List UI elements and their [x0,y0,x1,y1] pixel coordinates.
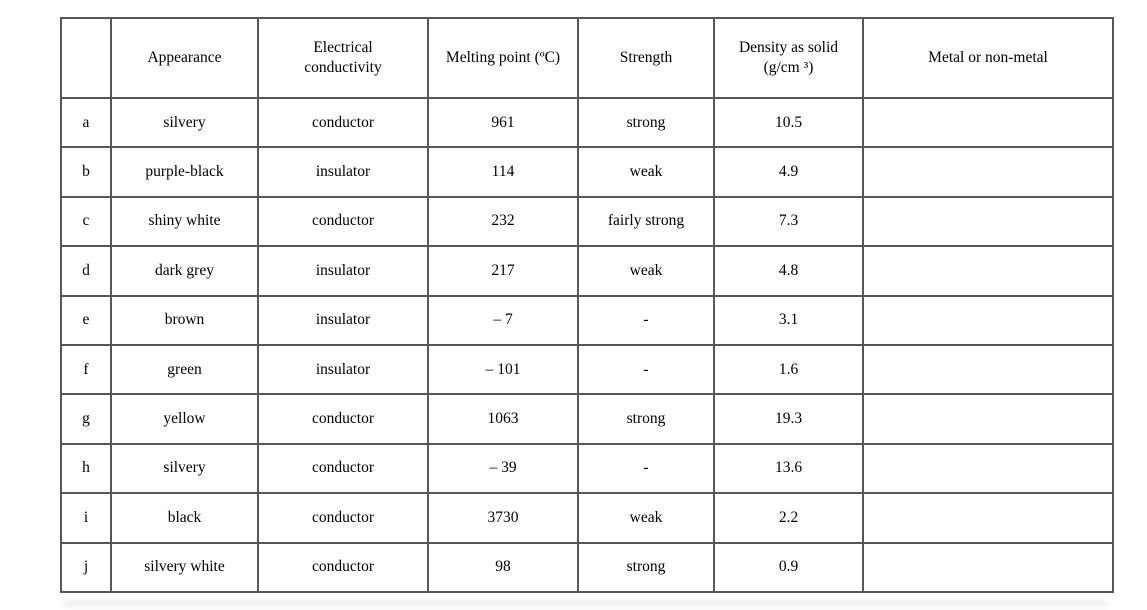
appearance-cell: green [110,343,259,396]
strength-cell: - [577,343,715,396]
strength-cell: weak [577,146,715,198]
appearance-cell: black [110,492,259,544]
table-row: g yellow conductor 1063 strong 19.3 [60,393,1114,445]
strength-cell: - [577,294,715,346]
metal-answer-cell [862,343,1114,396]
row-letter: d [60,245,112,297]
conductivity-cell: insulator [257,294,429,346]
strength-cell: strong [577,96,715,149]
header-melting-point: Melting point (ºC) [427,17,579,99]
density-cell: 7.3 [713,195,864,248]
metal-answer-cell [862,294,1114,346]
conductivity-cell: insulator [257,343,429,396]
row-letter: j [60,541,112,594]
strength-cell: weak [577,492,715,544]
appearance-cell: purple-black [110,146,259,198]
density-cell: 19.3 [713,393,864,445]
conductivity-cell: conductor [257,393,429,445]
header-blank [60,17,112,99]
table-row: b purple-black insulator 114 weak 4.9 [60,146,1114,198]
melting-point-cell: 1063 [427,393,579,445]
metal-answer-cell [862,146,1114,198]
table-header-row: Appearance Electrical conductivity Melti… [60,17,1114,99]
melting-point-cell: – 7 [427,294,579,346]
conductivity-cell: insulator [257,245,429,297]
density-cell: 13.6 [713,442,864,495]
appearance-cell: shiny white [110,195,259,248]
strength-cell: - [577,442,715,495]
appearance-cell: brown [110,294,259,346]
table-row: i black conductor 3730 weak 2.2 [60,492,1114,544]
density-cell: 3.1 [713,294,864,346]
melting-point-cell: 98 [427,541,579,594]
table-row: e brown insulator – 7 - 3.1 [60,294,1114,346]
strength-cell: strong [577,393,715,445]
metal-answer-cell [862,96,1114,149]
row-letter: a [60,96,112,149]
metal-answer-cell [862,541,1114,594]
conductivity-cell: conductor [257,541,429,594]
appearance-cell: dark grey [110,245,259,297]
metal-answer-cell [862,245,1114,297]
appearance-cell: silvery [110,96,259,149]
header-metal: Metal or non-metal [862,17,1114,99]
table-row: h silvery conductor – 39 - 13.6 [60,442,1114,495]
melting-point-cell: 3730 [427,492,579,544]
table-row: a silvery conductor 961 strong 10.5 [60,96,1114,149]
table-row: f green insulator – 101 - 1.6 [60,343,1114,396]
metal-answer-cell [862,393,1114,445]
density-cell: 4.9 [713,146,864,198]
density-cell: 1.6 [713,343,864,396]
header-conductivity: Electrical conductivity [257,17,429,99]
appearance-cell: silvery white [110,541,259,594]
density-cell: 0.9 [713,541,864,594]
melting-point-cell: 114 [427,146,579,198]
metal-answer-cell [862,492,1114,544]
conductivity-cell: conductor [257,96,429,149]
melting-point-cell: – 39 [427,442,579,495]
melting-point-cell: – 101 [427,343,579,396]
melting-point-cell: 217 [427,245,579,297]
metal-answer-cell [862,195,1114,248]
table-row: d dark grey insulator 217 weak 4.8 [60,245,1114,297]
header-appearance: Appearance [110,17,259,99]
density-cell: 10.5 [713,96,864,149]
melting-point-cell: 232 [427,195,579,248]
strength-cell: weak [577,245,715,297]
table-row: c shiny white conductor 232 fairly stron… [60,195,1114,248]
conductivity-cell: conductor [257,442,429,495]
melting-point-cell: 961 [427,96,579,149]
conductivity-cell: conductor [257,492,429,544]
row-letter: b [60,146,112,198]
row-letter: f [60,343,112,396]
page-scan-shadow [62,601,1108,606]
strength-cell: fairly strong [577,195,715,248]
row-letter: e [60,294,112,346]
density-cell: 2.2 [713,492,864,544]
header-strength: Strength [577,17,715,99]
appearance-cell: yellow [110,393,259,445]
row-letter: i [60,492,112,544]
strength-cell: strong [577,541,715,594]
metal-answer-cell [862,442,1114,495]
properties-table: Appearance Electrical conductivity Melti… [60,17,1114,594]
row-letter: c [60,195,112,248]
row-letter: h [60,442,112,495]
row-letter: g [60,393,112,445]
appearance-cell: silvery [110,442,259,495]
conductivity-cell: insulator [257,146,429,198]
table-row: j silvery white conductor 98 strong 0.9 [60,541,1114,594]
density-cell: 4.8 [713,245,864,297]
header-density: Density as solid (g/cm ³) [713,17,864,99]
conductivity-cell: conductor [257,195,429,248]
